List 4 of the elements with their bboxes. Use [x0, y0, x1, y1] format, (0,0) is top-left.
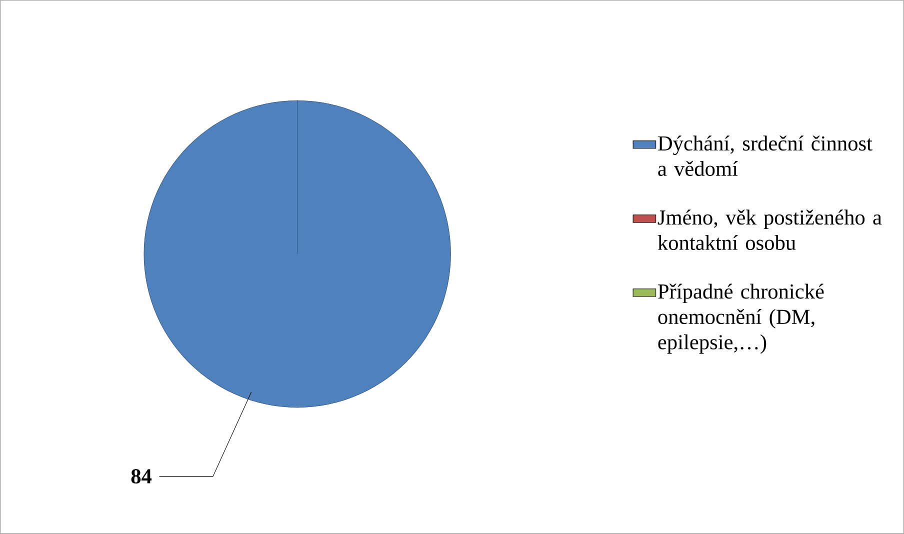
legend-label: Jméno, věk postiženého a kontaktní osobu [658, 210, 882, 250]
data-label: 84 [131, 469, 152, 484]
legend-label: Dýchání, srdeční činnost a vědomí [658, 136, 872, 176]
legend-label: Případné chronické onemocnění (DM, epilepsie,…) [658, 284, 824, 354]
